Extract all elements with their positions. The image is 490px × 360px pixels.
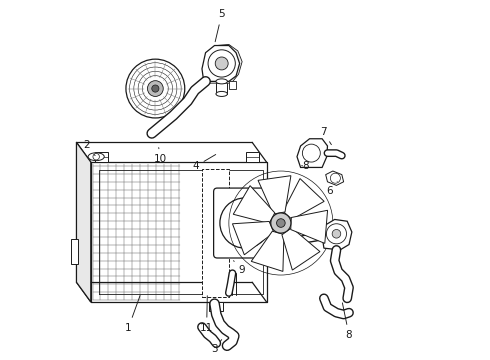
Circle shape <box>276 219 285 227</box>
Text: 4: 4 <box>192 154 216 171</box>
Circle shape <box>271 213 291 233</box>
Circle shape <box>215 57 228 70</box>
Text: 5: 5 <box>215 9 225 42</box>
Text: 1: 1 <box>125 296 140 333</box>
FancyBboxPatch shape <box>214 188 276 258</box>
Polygon shape <box>204 44 242 83</box>
Text: 11: 11 <box>200 296 213 333</box>
Text: 2: 2 <box>83 140 95 156</box>
Text: 8: 8 <box>343 303 352 340</box>
Text: 9: 9 <box>234 261 245 275</box>
Circle shape <box>126 59 185 118</box>
Polygon shape <box>283 179 324 219</box>
Polygon shape <box>76 142 91 302</box>
Text: 10: 10 <box>154 148 167 164</box>
Circle shape <box>147 81 163 96</box>
Polygon shape <box>326 171 343 185</box>
Polygon shape <box>71 239 78 264</box>
Polygon shape <box>202 45 240 81</box>
Circle shape <box>152 85 159 92</box>
Polygon shape <box>251 231 284 271</box>
Ellipse shape <box>216 91 227 96</box>
Polygon shape <box>258 176 291 214</box>
Circle shape <box>332 229 341 238</box>
Text: 8: 8 <box>302 161 309 171</box>
Polygon shape <box>297 139 327 167</box>
Text: 7: 7 <box>320 127 331 145</box>
Polygon shape <box>91 162 267 302</box>
Polygon shape <box>232 221 274 255</box>
Polygon shape <box>322 220 352 250</box>
Polygon shape <box>245 152 259 162</box>
Polygon shape <box>233 186 275 224</box>
Polygon shape <box>291 210 327 243</box>
Text: 3: 3 <box>211 339 221 354</box>
Ellipse shape <box>216 79 227 84</box>
FancyBboxPatch shape <box>202 169 229 297</box>
Text: 6: 6 <box>326 181 337 196</box>
Ellipse shape <box>88 153 104 161</box>
Polygon shape <box>282 228 320 270</box>
Polygon shape <box>95 152 108 162</box>
Polygon shape <box>229 81 236 89</box>
Circle shape <box>220 198 270 248</box>
Polygon shape <box>209 302 223 311</box>
